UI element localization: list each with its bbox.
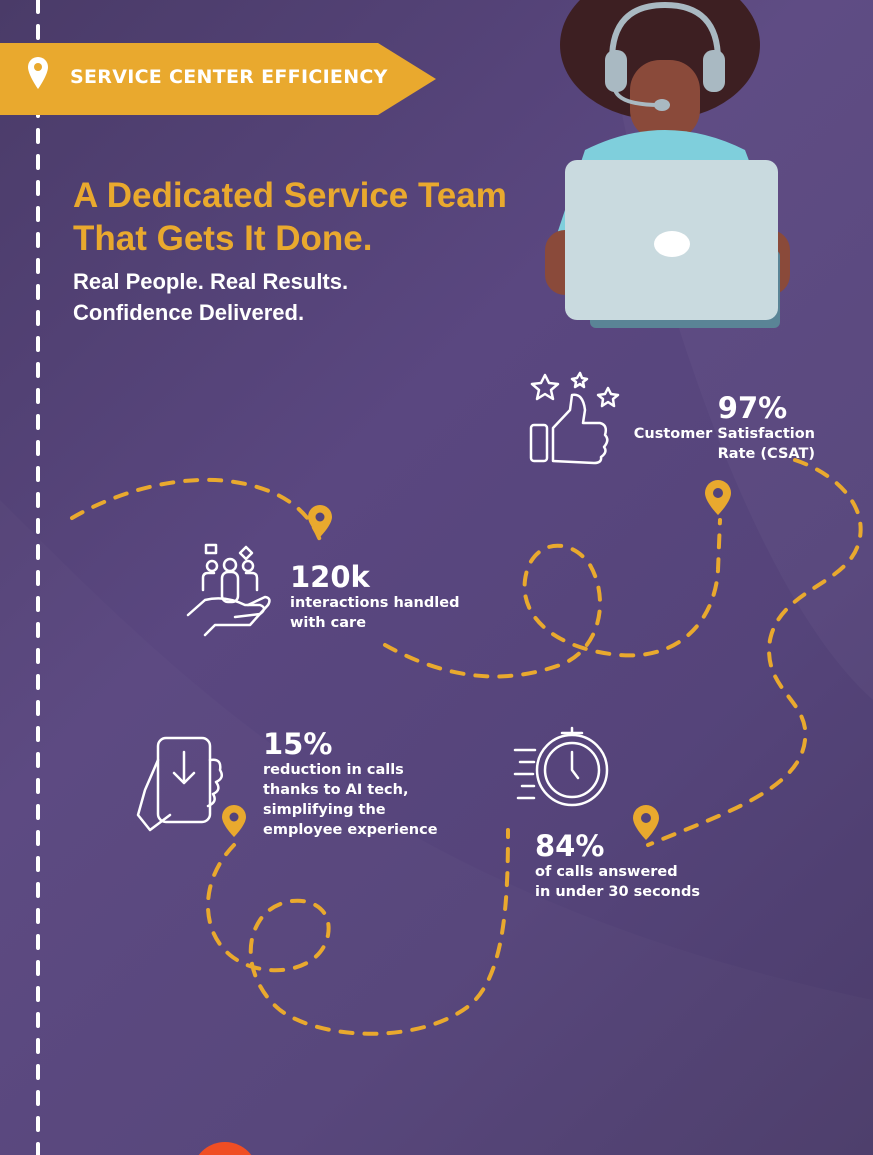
- headline-line-1: A Dedicated Service Team: [73, 176, 507, 215]
- stat-value: 120k: [290, 560, 370, 594]
- stat-desc-line: simplifying the: [263, 802, 386, 818]
- bottom-circle-decoration: [198, 1142, 252, 1155]
- stat-desc-line: Rate (CSAT): [717, 446, 815, 462]
- stat-desc-line: Customer Satisfaction: [633, 426, 815, 442]
- stat-desc-line: reduction in calls: [263, 762, 404, 778]
- stat-desc-line: employee experience: [263, 822, 438, 838]
- stat-desc-line: of calls answered: [535, 864, 678, 880]
- stat-call-reduction: 15% reduction in calls thanks to AI tech…: [263, 728, 438, 840]
- stat-desc-line: interactions handled: [290, 595, 460, 611]
- section-banner-label: SERVICE CENTER EFFICIENCY: [70, 66, 388, 88]
- tagline-line-1: Real People. Real Results.: [73, 269, 349, 294]
- dashed-path-1: [70, 477, 322, 542]
- thumbs-up-stars-icon: [529, 371, 620, 465]
- stat-desc-line: thanks to AI tech,: [263, 782, 409, 798]
- location-pin-icon: [28, 57, 48, 89]
- stat-answer-speed: 84% of calls answered in under 30 second…: [535, 830, 700, 902]
- phone-in-hand-icon: [136, 736, 224, 832]
- stat-csat: 97% Customer Satisfaction Rate (CSAT): [600, 392, 815, 464]
- dashed-path-4: [206, 828, 510, 1036]
- stat-desc-line: in under 30 seconds: [535, 884, 700, 900]
- stat-desc-line: with care: [290, 615, 367, 631]
- stat-value: 15%: [263, 727, 333, 761]
- hand-with-people-icon: [186, 543, 271, 637]
- stat-value: 97%: [717, 391, 788, 425]
- tagline: Real People. Real Results. Confidence De…: [73, 266, 348, 328]
- section-banner: [0, 43, 436, 115]
- tagline-line-2: Confidence Delivered.: [73, 300, 305, 325]
- stat-value: 84%: [535, 829, 605, 863]
- headline-line-2: That Gets It Done.: [73, 219, 373, 258]
- fast-clock-icon: [513, 726, 609, 807]
- stat-interactions: 120k interactions handled with care: [290, 561, 459, 633]
- dashed-path-2: [383, 518, 722, 679]
- support-agent-illustration: [545, 0, 790, 328]
- headline: A Dedicated Service Team That Gets It Do…: [73, 174, 507, 260]
- dashed-path-3: [646, 458, 863, 847]
